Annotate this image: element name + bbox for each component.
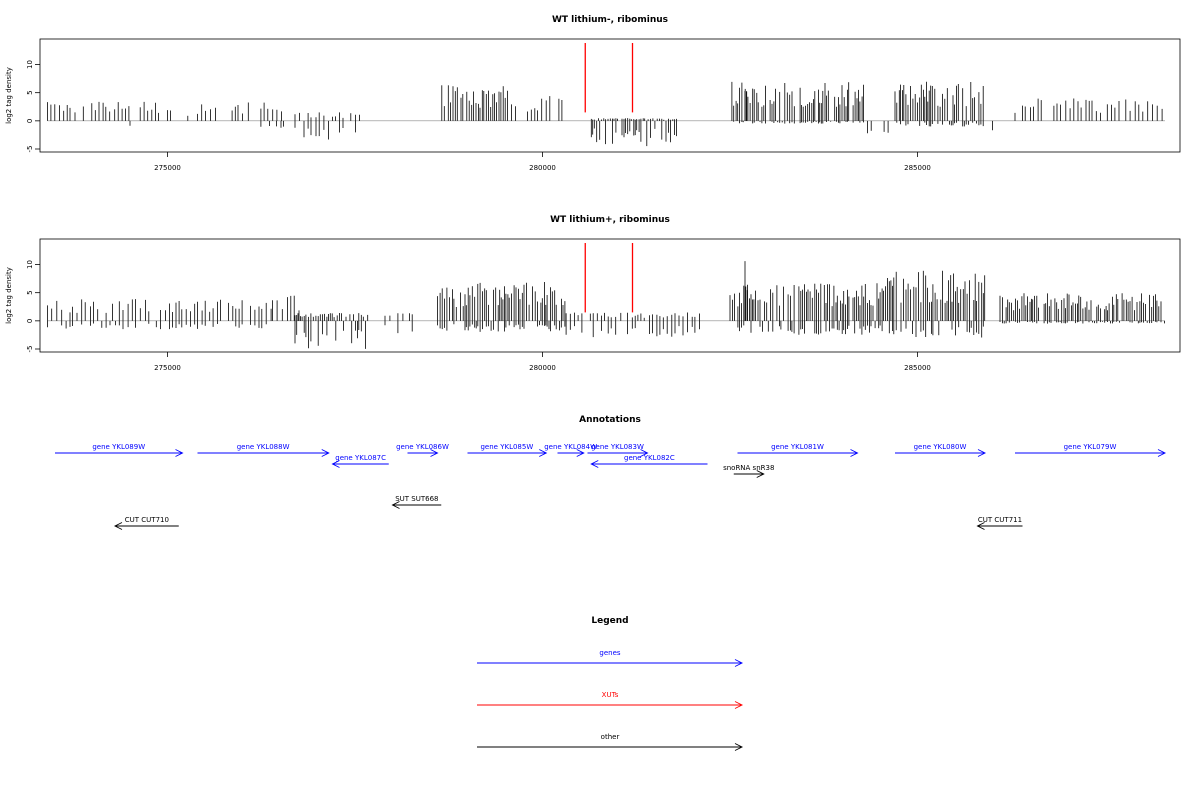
plot-frame <box>39 38 1181 153</box>
legend-arrowhead <box>734 659 744 667</box>
feature-label: gene YKL081W <box>771 443 824 451</box>
feature-arrowhead <box>640 449 649 457</box>
feature-label: gene YKL084W <box>544 443 597 451</box>
feature-arrowhead <box>175 449 184 457</box>
y-tick-label: 5 <box>26 290 34 294</box>
feature-arrowhead <box>977 449 987 457</box>
feature-arrowhead <box>391 501 400 509</box>
feature-arrowhead <box>850 449 859 457</box>
feature-label: gene YKL080W <box>914 443 967 451</box>
legend-item-label: XUTs <box>602 691 619 699</box>
x-tick-label: 285000 <box>904 364 931 372</box>
x-tick-label: 280000 <box>529 364 556 372</box>
chart-title: WT lithium-, ribominus <box>552 15 668 25</box>
feature-label: gene YKL089W <box>92 443 145 451</box>
feature-arrowhead <box>331 460 340 468</box>
y-tick-label: 0 <box>26 119 34 123</box>
chart-title: WT lithium+, ribominus <box>550 215 670 225</box>
feature-label: gene YKL082C <box>624 454 675 462</box>
feature-label: gene YKL087C <box>335 454 386 462</box>
feature-arrowhead <box>756 470 765 478</box>
feature-label: CUT CUT710 <box>125 516 169 524</box>
feature-label: gene YKL088W <box>237 443 290 451</box>
legend-title: Legend <box>591 616 628 626</box>
feature-arrowhead <box>1157 449 1167 457</box>
y-axis-label: log2 tag density <box>5 67 13 124</box>
feature-arrowhead <box>976 522 985 530</box>
plot-frame <box>39 238 1181 353</box>
y-tick-label: 10 <box>26 60 34 69</box>
feature-label: SUT SUT668 <box>395 495 438 503</box>
feature-arrowhead <box>113 522 123 530</box>
legend-arrowhead <box>734 701 744 709</box>
feature-arrowhead <box>321 449 330 457</box>
feature-arrowhead <box>539 449 548 457</box>
x-tick-label: 275000 <box>154 364 181 372</box>
y-tick-label: -5 <box>26 146 34 153</box>
annotations-title: Annotations <box>579 415 641 425</box>
x-tick-label: 285000 <box>904 164 931 172</box>
legend-item-label: genes <box>599 649 620 657</box>
feature-label: gene YKL085W <box>480 443 533 451</box>
y-tick-label: 0 <box>26 319 34 323</box>
feature-label: CUT CUT711 <box>978 516 1022 524</box>
feature-arrowhead <box>576 449 585 457</box>
feature-label: gene YKL079W <box>1064 443 1117 451</box>
feature-label: gene YKL083W <box>591 443 644 451</box>
legend-item-label: other <box>601 733 620 741</box>
y-tick-label: 10 <box>26 260 34 269</box>
legend-arrowhead <box>734 743 744 751</box>
y-axis-label: log2 tag density <box>5 267 13 324</box>
x-tick-label: 280000 <box>529 164 556 172</box>
feature-arrowhead <box>590 460 599 468</box>
feature-label: snoRNA snR38 <box>723 464 774 472</box>
y-tick-label: -5 <box>26 346 34 353</box>
x-tick-label: 275000 <box>154 164 181 172</box>
feature-arrowhead <box>430 449 439 457</box>
y-tick-label: 5 <box>26 90 34 94</box>
feature-label: gene YKL086W <box>396 443 449 451</box>
